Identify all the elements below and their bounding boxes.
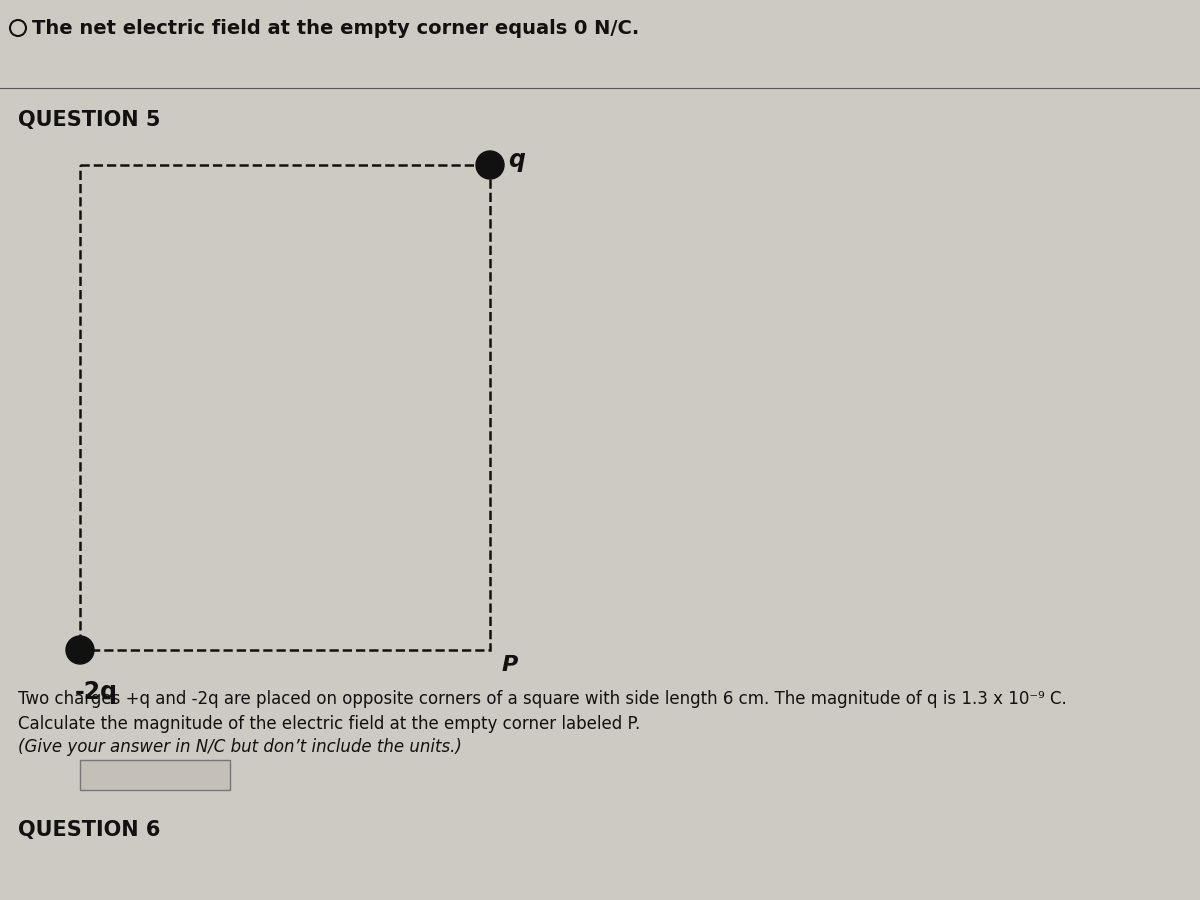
Text: q: q xyxy=(508,148,524,172)
Bar xyxy=(80,165,490,650)
Text: P: P xyxy=(502,655,518,675)
Bar xyxy=(80,760,230,790)
Circle shape xyxy=(66,636,94,664)
Text: Two charges +q and -2q are placed on opposite corners of a square with side leng: Two charges +q and -2q are placed on opp… xyxy=(18,690,1067,708)
Text: Calculate the magnitude of the electric field at the empty corner labeled P.: Calculate the magnitude of the electric … xyxy=(18,715,641,733)
Circle shape xyxy=(10,20,26,36)
Text: The net electric field at the empty corner equals 0 N/C.: The net electric field at the empty corn… xyxy=(32,19,640,38)
Text: QUESTION 5: QUESTION 5 xyxy=(18,110,161,130)
Circle shape xyxy=(476,151,504,179)
Text: (Give your answer in N/C but don’t include the units.): (Give your answer in N/C but don’t inclu… xyxy=(18,738,462,756)
Text: QUESTION 6: QUESTION 6 xyxy=(18,820,161,840)
Text: -2q: -2q xyxy=(74,680,118,704)
